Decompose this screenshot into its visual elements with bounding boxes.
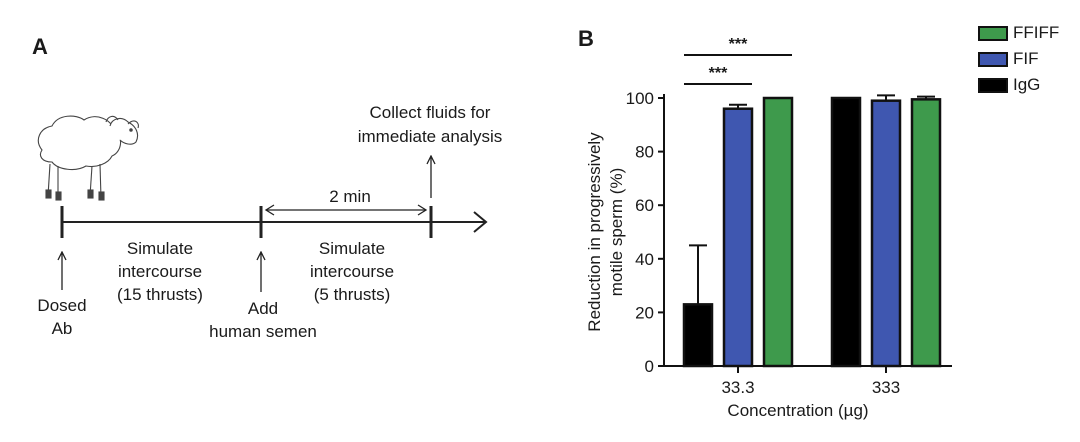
dosed-line2: Ab [51, 319, 73, 338]
step1-line2: intercourse [117, 262, 203, 281]
dosed-line1: Dosed [37, 296, 87, 315]
legend: FFIFF FIF IgG [978, 20, 1059, 98]
significance-label: *** [709, 65, 728, 82]
legend-swatch-igg [978, 77, 1008, 93]
y-tick-label: 40 [635, 250, 654, 269]
add-line1: Add [247, 299, 279, 318]
significance-label: *** [729, 36, 748, 53]
step2-line3: (5 thrusts) [313, 285, 391, 304]
bar-fif-0 [722, 107, 754, 368]
step1-line3: (15 thrusts) [117, 285, 203, 304]
bar-ffiff-1 [910, 98, 942, 368]
x-tick-label: 33.3 [721, 378, 754, 397]
bar-ffiff-0 [762, 96, 794, 368]
legend-swatch-fif [978, 51, 1008, 67]
legend-item-fif: FIF [978, 46, 1059, 72]
timeline-arrowhead [473, 211, 488, 233]
legend-label-ffiff: FFIFF [1013, 23, 1060, 42]
bar-fif-1 [870, 99, 902, 368]
legend-item-ffiff: FFIFF [978, 20, 1059, 46]
step2-line1: Simulate [318, 239, 386, 258]
y-tick-label: 0 [645, 357, 654, 376]
step2-line2: intercourse [309, 262, 395, 281]
legend-item-igg: IgG [978, 72, 1059, 98]
add-line2: human semen [209, 322, 317, 341]
x-tick-label: 333 [872, 378, 900, 397]
panel-a-label: A [32, 34, 48, 59]
legend-swatch-ffiff [978, 25, 1008, 41]
y-tick-label: 60 [635, 196, 654, 215]
collect-text-line1: Collect fluids for [369, 103, 491, 122]
y-tick-label: 80 [635, 143, 654, 162]
panel-b-label: B [578, 26, 594, 51]
interval-label: 2 min [329, 187, 371, 206]
bar-igg-0 [682, 303, 714, 368]
bar-igg-1 [830, 96, 862, 368]
collect-text-line2: immediate analysis [357, 127, 503, 146]
y-axis-label-line1: Reduction in progressively [585, 132, 604, 332]
sheep-icon [37, 115, 139, 201]
y-tick-label: 20 [635, 303, 654, 322]
y-axis-label-line2: motile sperm (%) [607, 168, 626, 296]
x-axis-label: Concentration (µg) [727, 401, 868, 420]
step1-line1: Simulate [126, 239, 194, 258]
legend-label-fif: FIF [1013, 49, 1039, 68]
y-tick-label: 100 [626, 89, 654, 108]
legend-label-igg: IgG [1013, 75, 1041, 94]
